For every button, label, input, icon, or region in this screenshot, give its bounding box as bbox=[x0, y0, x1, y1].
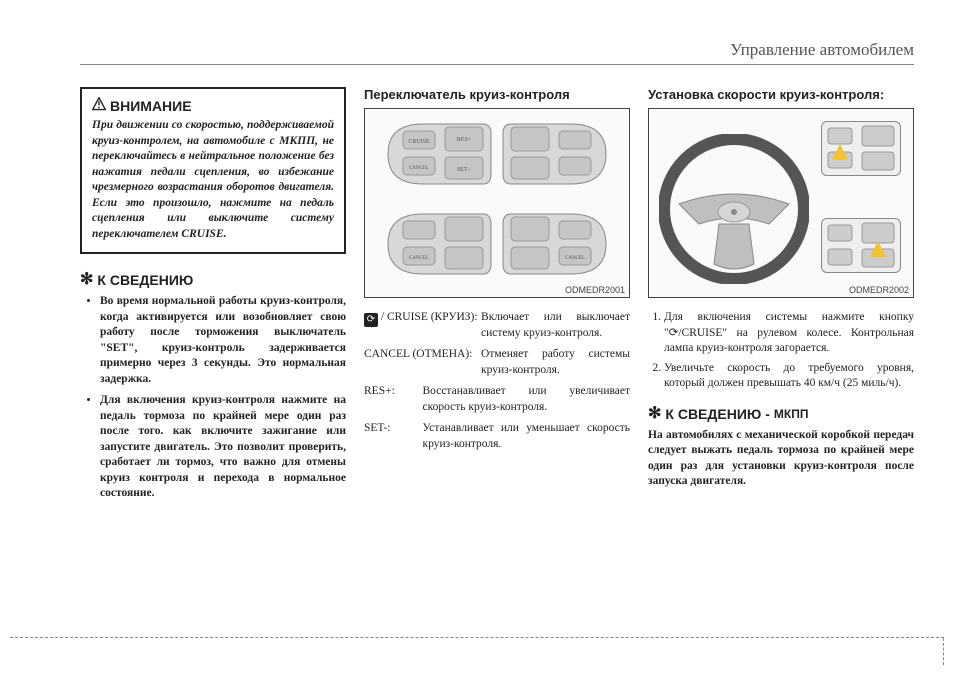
column-2: Переключатель круиз-контроля CRUISE RES+ S… bbox=[364, 87, 630, 508]
svg-text:CANCEL: CANCEL bbox=[409, 166, 429, 171]
figure-steering-wheel: ODMEDR2002 bbox=[648, 108, 914, 298]
def-term: SET-: bbox=[364, 421, 423, 452]
warning-title-text: ВНИМАНИЕ bbox=[110, 98, 192, 114]
svg-text:RES+: RES+ bbox=[457, 137, 472, 143]
cruise-pad-illustration: CRUISE RES+ SET− CANCEL bbox=[383, 119, 493, 189]
steering-wheel-illustration bbox=[659, 134, 809, 284]
note-title-text: К СВЕДЕНИЮ bbox=[97, 272, 193, 288]
header-title: Управление автомобилем bbox=[730, 40, 914, 59]
figure-cruise-switch: CRUISE RES+ SET− CANCEL CANCEL CANCEL ODMED… bbox=[364, 108, 630, 298]
note2-title-suffix: МКПП bbox=[774, 407, 809, 421]
speed-set-steps: Для включения системы нажмите кнопку "⟳/… bbox=[648, 310, 914, 392]
def-row: SET-: Устанавливает или уменьшает скорос… bbox=[364, 421, 630, 452]
column-3: Установка скорости круиз-контроля: ODM bbox=[648, 87, 914, 508]
note-bullet: Для включения круиз-контроля нажмите на … bbox=[100, 393, 346, 502]
def-row: RES+: Восстанавливает или увеличивает ск… bbox=[364, 384, 630, 415]
warning-icon bbox=[92, 97, 106, 114]
def-body: Восстанавливает или увеличивает скорость… bbox=[423, 384, 630, 415]
columns: ВНИМАНИЕ При движении со скоростью, подд… bbox=[80, 87, 914, 508]
figure-label: ODMEDR2001 bbox=[565, 285, 625, 295]
arrow-up-icon bbox=[832, 144, 848, 160]
speed-set-title: Установка скорости круиз-контроля: bbox=[648, 87, 914, 102]
def-row: CANCEL (ОТМЕНА): Отменяет работу системы… bbox=[364, 347, 630, 378]
step-item: Увеличьте скорость до требуемого уровня,… bbox=[664, 361, 914, 392]
svg-text:CANCEL: CANCEL bbox=[565, 256, 585, 261]
cruise-pad-illustration: CANCEL bbox=[383, 209, 493, 279]
arrow-up-icon bbox=[870, 241, 886, 257]
def-body: Устанавливает или уменьшает скорость кру… bbox=[423, 421, 630, 452]
def-term: ⟳ / CRUISE (КРУИЗ): bbox=[364, 310, 481, 341]
figure-label: ODMEDR2002 bbox=[849, 285, 909, 295]
def-body: Отменяет работу системы круиз-контроля. bbox=[481, 347, 630, 378]
svg-text:SET−: SET− bbox=[457, 167, 472, 173]
snowflake-icon: ✻ bbox=[80, 272, 93, 288]
step-item: Для включения системы нажмите кнопку "⟳/… bbox=[664, 310, 914, 357]
cruise-system-icon: ⟳ bbox=[364, 313, 378, 327]
cruise-pad-illustration: CANCEL bbox=[501, 209, 611, 279]
cruise-pad-small bbox=[821, 121, 901, 176]
warning-title: ВНИМАНИЕ bbox=[92, 97, 334, 114]
cruise-pad-illustration bbox=[501, 119, 611, 189]
cruise-pad-small bbox=[821, 218, 901, 273]
footer-cut-line bbox=[10, 637, 944, 665]
def-term: RES+: bbox=[364, 384, 423, 415]
def-body: Включает или выключает систему круиз-кон… bbox=[481, 310, 630, 341]
svg-text:CRUISE: CRUISE bbox=[408, 139, 430, 145]
svg-text:CANCEL: CANCEL bbox=[409, 256, 429, 261]
def-row: ⟳ / CRUISE (КРУИЗ): Включает или выключа… bbox=[364, 310, 630, 341]
note-bullet: Во время нормальной работы круиз-контрол… bbox=[100, 294, 346, 387]
note-bullets: Во время нормальной работы круиз-контрол… bbox=[80, 294, 346, 502]
warning-box: ВНИМАНИЕ При движении со скоростью, подд… bbox=[80, 87, 346, 254]
page-header: Управление автомобилем bbox=[80, 40, 914, 65]
note-title: ✻ К СВЕДЕНИЮ bbox=[80, 272, 346, 288]
note2-title: ✻ К СВЕДЕНИЮ - МКПП bbox=[648, 406, 914, 422]
switch-definitions: ⟳ / CRUISE (КРУИЗ): Включает или выключа… bbox=[364, 310, 630, 452]
snowflake-icon: ✻ bbox=[648, 406, 661, 422]
note2-body: На автомобилях с механической коробкой п… bbox=[648, 428, 914, 490]
cruise-switch-title: Переключатель круиз-контроля bbox=[364, 87, 630, 102]
warning-body: При движении со скоростью, поддерживаемо… bbox=[92, 118, 334, 242]
note2-title-text: К СВЕДЕНИЮ - bbox=[665, 406, 769, 422]
def-term: CANCEL (ОТМЕНА): bbox=[364, 347, 481, 378]
column-1: ВНИМАНИЕ При движении со скоростью, подд… bbox=[80, 87, 346, 508]
